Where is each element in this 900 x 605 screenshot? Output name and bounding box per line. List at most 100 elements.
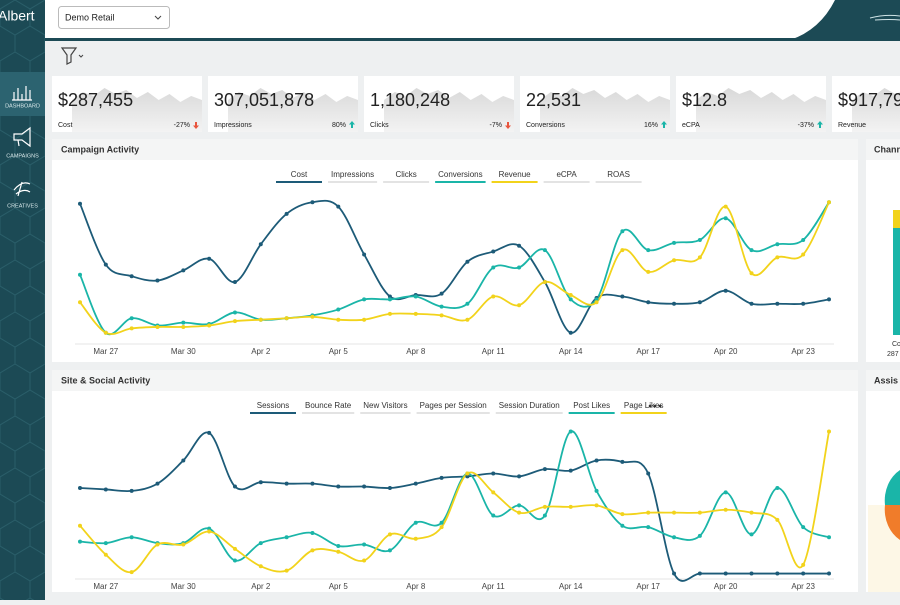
data-point <box>78 486 82 490</box>
data-point <box>517 510 522 515</box>
data-point <box>517 243 522 248</box>
legend-tab[interactable]: New Visitors <box>363 401 407 410</box>
nav-label[interactable]: CAMPAIGNS <box>6 153 39 159</box>
kpi-label: Revenue <box>838 122 866 129</box>
kpi-value: $12.8 <box>682 90 727 110</box>
data-point <box>284 481 289 486</box>
data-point <box>362 484 367 489</box>
data-point <box>646 525 651 530</box>
data-point <box>620 523 625 528</box>
legend-tab[interactable]: Cost <box>291 170 308 179</box>
account-dropdown[interactable] <box>58 6 170 29</box>
data-point <box>697 237 702 242</box>
legend-tab[interactable]: Page Likes <box>624 401 664 410</box>
data-point <box>827 429 831 434</box>
legend-underline <box>250 412 296 414</box>
panel-title: Site & Social Activity <box>61 375 150 385</box>
legend-tab[interactable]: Pages per Session <box>420 401 487 410</box>
data-point <box>594 458 599 463</box>
data-point <box>387 311 392 316</box>
data-point <box>801 252 806 257</box>
data-point <box>827 535 831 540</box>
data-point <box>620 229 625 234</box>
legend-tab[interactable]: Clicks <box>395 170 416 179</box>
data-point <box>517 474 522 479</box>
legend-tab[interactable]: Conversions <box>438 170 482 179</box>
data-point <box>232 546 237 551</box>
data-point <box>284 535 289 540</box>
data-point <box>646 269 651 274</box>
legend-tab[interactable]: Bounce Rate <box>305 401 352 410</box>
data-point <box>723 288 728 293</box>
data-point <box>672 571 677 576</box>
data-point <box>542 513 547 518</box>
panel-header <box>52 139 858 160</box>
data-point <box>258 480 263 485</box>
data-point <box>672 240 677 245</box>
legend-tab[interactable]: Sessions <box>257 401 289 410</box>
legend-underline <box>435 181 486 183</box>
data-point <box>129 326 134 331</box>
data-point <box>336 544 341 548</box>
data-point <box>491 294 496 299</box>
data-point <box>749 510 754 515</box>
more-tabs-dot[interactable] <box>658 404 662 408</box>
data-point <box>775 242 780 247</box>
legend-tab[interactable]: Revenue <box>499 170 532 179</box>
data-point <box>723 204 728 209</box>
kpi-sparkline <box>696 88 826 132</box>
nav-icon <box>13 126 31 148</box>
data-point <box>129 274 134 279</box>
data-point <box>207 323 212 328</box>
data-point <box>103 541 108 546</box>
kpi-trend-arrow <box>817 121 823 128</box>
legend-tab[interactable]: Session Duration <box>499 401 560 410</box>
legend-underline <box>495 412 563 414</box>
data-point <box>310 530 315 535</box>
kpi-sparkline <box>228 88 358 132</box>
data-point <box>775 517 780 522</box>
logo: Albert <box>0 8 35 24</box>
data-point <box>232 319 237 324</box>
data-point <box>103 330 108 335</box>
kpi-value: 1,180,248 <box>370 90 450 110</box>
data-point <box>749 248 754 253</box>
top-bar-decoration <box>869 14 900 21</box>
data-point <box>465 259 470 264</box>
legend-tab[interactable]: ROAS <box>607 170 630 179</box>
data-point <box>723 571 728 576</box>
data-point <box>775 301 780 306</box>
filter-icon[interactable] <box>60 47 78 65</box>
data-point <box>568 297 573 302</box>
nav-label[interactable]: CREATIVES <box>7 203 38 209</box>
data-point <box>491 265 496 270</box>
kpi-sparkline <box>540 88 670 132</box>
more-tabs-dot[interactable] <box>648 404 652 408</box>
data-point <box>362 317 367 322</box>
kpi-label: Conversions <box>526 122 565 129</box>
x-tick-label: Apr 11 <box>482 347 506 356</box>
data-point <box>181 458 186 463</box>
more-tabs-dot[interactable] <box>653 404 657 408</box>
nav-label[interactable]: DASHBOARD <box>5 103 40 109</box>
campaign-panel <box>52 139 858 362</box>
data-point <box>542 467 547 472</box>
legend-tab[interactable]: Impressions <box>331 170 374 179</box>
legend-underline <box>328 181 378 183</box>
data-point <box>697 510 702 515</box>
data-point <box>697 571 702 576</box>
data-point <box>413 294 418 299</box>
kpi-value: 22,531 <box>526 90 581 110</box>
data-point <box>129 316 134 321</box>
kpi-trend-arrow <box>193 122 199 129</box>
data-point <box>646 510 651 515</box>
dropdown-caret <box>154 15 162 20</box>
legend-tab[interactable]: eCPA <box>556 170 577 179</box>
data-point <box>801 571 806 576</box>
legend-tab[interactable]: Post Likes <box>573 401 610 410</box>
kpi-change: -7% <box>490 122 502 129</box>
x-tick-label: Apr 8 <box>406 347 426 356</box>
data-point <box>542 504 547 509</box>
